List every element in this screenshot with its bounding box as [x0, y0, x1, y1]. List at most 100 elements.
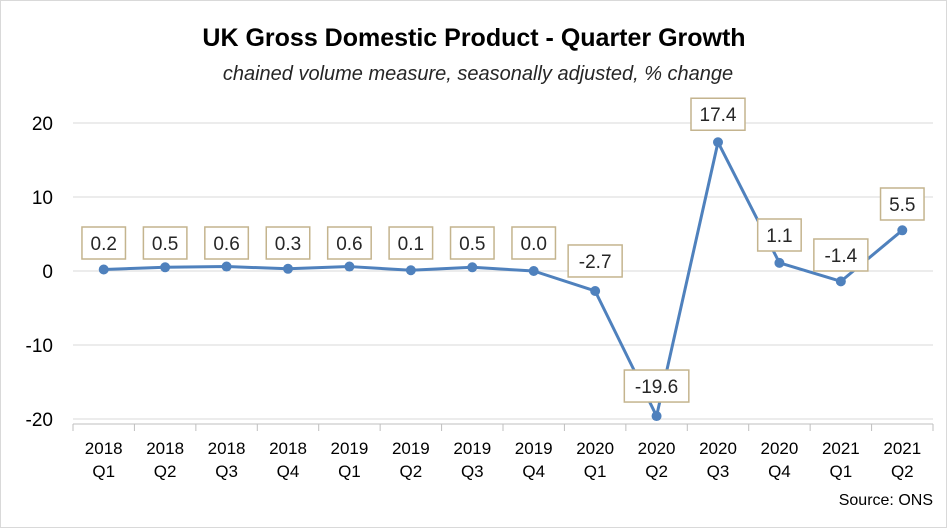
data-label: 0.3	[265, 226, 311, 260]
x-tick-quarter: Q1	[92, 462, 115, 481]
x-tick-quarter: Q3	[215, 462, 238, 481]
data-label: -2.7	[567, 244, 623, 278]
data-label-box	[388, 226, 434, 260]
x-tick-quarter: Q4	[277, 462, 300, 481]
x-tick-quarter: Q3	[707, 462, 730, 481]
data-label-box	[623, 369, 690, 403]
data-label-box	[81, 226, 127, 260]
x-tick-year: 2021	[822, 439, 860, 458]
data-label-text: 17.4	[700, 105, 737, 126]
series-layer	[98, 137, 908, 422]
data-point-marker	[405, 265, 416, 276]
data-label-layer: 0.2 0.5 0.6 0.3 0.6 0.1 0.5 0.0 -2.7 -19.6 17.4 1.1…	[81, 97, 925, 403]
x-tick-quarter: Q1	[338, 462, 361, 481]
data-label: 0.5	[449, 226, 495, 260]
data-point-marker	[283, 263, 293, 274]
data-point-marker	[160, 262, 171, 273]
data-point-marker	[713, 137, 723, 148]
data-label-text: 5.5	[889, 195, 915, 216]
x-tick-year: 2018	[85, 439, 123, 458]
data-label-text: 0.5	[152, 234, 178, 255]
data-label: 0.2	[81, 226, 127, 260]
x-tick-quarter: Q4	[768, 462, 791, 481]
data-label-text: 0.1	[398, 234, 424, 255]
grid-layer	[73, 122, 933, 420]
x-tick-quarter: Q2	[154, 462, 177, 481]
data-label-box	[756, 218, 802, 252]
x-tick-year: 2019	[392, 439, 430, 458]
x-tick-quarter: Q1	[830, 462, 853, 481]
y-tick-label: 20	[32, 114, 53, 135]
x-tick-quarter: Q1	[584, 462, 607, 481]
y-tick-label: -10	[26, 336, 53, 357]
data-label-box	[265, 226, 311, 260]
data-label-text: 0.3	[275, 234, 301, 255]
data-point-marker	[344, 261, 355, 272]
x-axis: 2018 Q1 2018 Q2 2018 Q3 2018 Q4 2019 Q1 2019 Q2 2019…	[72, 270, 934, 481]
x-tick-year: 2018	[269, 439, 307, 458]
data-label-box	[690, 97, 746, 131]
data-point-marker	[835, 276, 846, 287]
data-label: 0.5	[142, 226, 188, 260]
data-point-marker	[221, 261, 232, 272]
x-tick-year: 2018	[208, 439, 246, 458]
data-label-box	[879, 187, 925, 221]
x-tick-quarter: Q4	[522, 462, 545, 481]
data-label: 0.6	[204, 226, 250, 260]
data-point-marker	[528, 266, 539, 276]
data-label: 5.5	[879, 187, 925, 221]
x-tick-year: 2021	[883, 439, 921, 458]
x-tick-year: 2020	[761, 439, 799, 458]
x-tick-year: 2019	[331, 439, 369, 458]
data-label: 0.1	[388, 226, 434, 260]
data-label-text: -19.6	[635, 377, 678, 398]
x-tick-year: 2018	[146, 439, 184, 458]
data-label-text: 1.1	[766, 226, 792, 247]
data-label-box	[511, 226, 557, 260]
data-point-marker	[590, 285, 601, 296]
data-label-text: 0.5	[459, 234, 485, 255]
x-tick-quarter: Q3	[461, 462, 484, 481]
data-label: 0.6	[326, 226, 372, 260]
x-tick-year: 2020	[638, 439, 676, 458]
data-label-box	[567, 244, 623, 278]
data-label-text: 0.6	[336, 234, 362, 255]
data-label-text: 0.0	[521, 234, 547, 255]
data-point-marker	[774, 257, 785, 268]
data-label-text: 0.2	[91, 234, 117, 255]
y-tick-label: -20	[26, 410, 53, 431]
chart-title: UK Gross Domestic Product - Quarter Grow…	[202, 24, 745, 52]
x-tick-year: 2020	[699, 439, 737, 458]
data-label-box	[326, 226, 372, 260]
chart-subtitle: chained volume measure, seasonally adjus…	[223, 63, 733, 85]
x-tick-quarter: Q2	[645, 462, 668, 481]
x-tick-year: 2020	[576, 439, 614, 458]
data-label: -1.4	[813, 238, 869, 272]
data-label-box	[142, 226, 188, 260]
x-tick-year: 2019	[515, 439, 553, 458]
x-tick-quarter: Q2	[891, 462, 914, 481]
data-label: 17.4	[690, 97, 746, 131]
data-label-box	[204, 226, 250, 260]
data-label-text: -2.7	[579, 252, 612, 273]
source-note: Source: ONS	[839, 492, 933, 509]
data-point-marker	[467, 262, 478, 273]
x-tick-year: 2019	[453, 439, 491, 458]
x-tick-quarter: Q2	[400, 462, 423, 481]
data-label-text: 0.6	[213, 234, 239, 255]
y-axis-ticks: 20 10 0 -10 -20	[26, 114, 53, 431]
data-label-text: -1.4	[824, 246, 857, 267]
data-label: -19.6	[623, 369, 690, 403]
data-label: 0.0	[511, 226, 557, 260]
y-tick-label: 0	[42, 262, 53, 283]
data-point-marker	[897, 225, 908, 236]
data-point-marker	[651, 411, 662, 422]
series-line	[103, 140, 904, 418]
data-label-box	[813, 238, 869, 272]
y-tick-label: 10	[32, 188, 53, 209]
data-label: 1.1	[756, 218, 802, 252]
data-label-box	[449, 226, 495, 260]
data-point-marker	[98, 264, 109, 275]
